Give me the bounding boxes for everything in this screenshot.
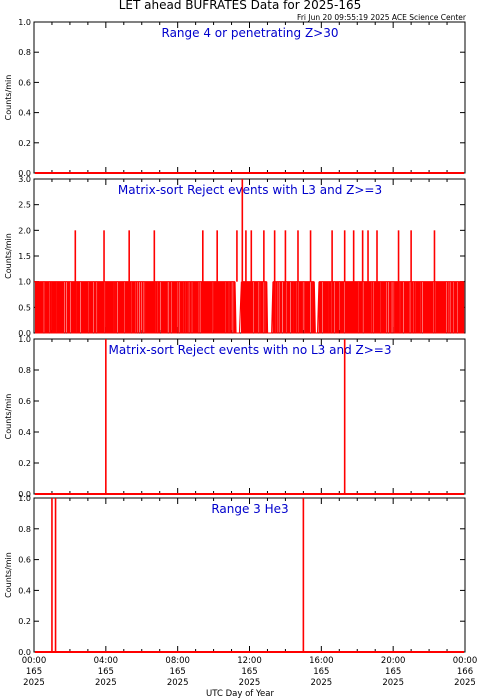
y-tick-label: 3.0 [18,175,31,184]
y-axis-label: Counts/min [4,75,13,121]
x-tick-year: 2025 [311,678,333,688]
panel-title: Matrix-sort Reject events with L3 and Z>… [118,183,382,197]
panel-title: Range 3 He3 [211,502,288,516]
x-tick-time: 12:00 [237,656,262,666]
y-axis-label: Counts/min [4,233,13,279]
figure-title: LET ahead BUFRATES Data for 2025-165 [119,0,361,12]
x-tick-time: 00:00 [453,656,478,666]
x-tick-year: 2025 [95,678,117,688]
x-tick-time: 04:00 [94,656,119,666]
y-tick-label: 0.4 [18,428,31,437]
x-tick-time: 16:00 [309,656,334,666]
y-tick-label: 1.0 [18,335,31,344]
chart-panel-3: 0.0 0.2 0.4 0.6 0.8 1.0 Counts/min Matrix-sort … [4,335,466,499]
panel-title: Matrix-sort Reject events with no L3 and… [109,343,392,357]
x-tick-day: 165 [98,667,114,677]
y-tick-label: 0.0 [18,490,31,499]
x-tick-year: 2025 [239,678,261,688]
y-tick-label: 0.0 [18,169,31,178]
y-axis-label: Counts/min [4,394,13,440]
x-tick-year: 2025 [23,678,45,688]
y-tick-label: 0.6 [18,78,31,87]
x-tick-day: 166 [457,667,473,677]
data-series [35,339,464,495]
y-tick-label: 0.4 [18,109,31,118]
data-series [35,498,464,653]
x-tick-time: 20:00 [381,656,406,666]
y-tick-label: 0.2 [18,139,31,148]
y-tick-label: 1.0 [18,494,31,503]
x-tick-year: 2025 [382,678,404,688]
x-tick-year: 2025 [167,678,189,688]
x-tick-time: 08:00 [165,656,190,666]
y-tick-label: 1.0 [18,278,31,287]
data-series [34,179,465,334]
chart-panel-4: 0.0 0.2 0.4 0.6 0.8 1.0 Counts/min Range 3 He3 [4,494,466,657]
y-tick-label: 2.5 [18,201,31,210]
y-tick-label: 1.5 [18,252,31,261]
y-tick-label: 0.5 [18,303,31,312]
x-tick-time: 00:00 [22,656,47,666]
y-tick-label: 1.0 [18,18,31,27]
y-tick-label: 0.8 [18,366,31,375]
y-tick-label: 2.0 [18,226,31,235]
y-tick-label: 0.0 [18,648,31,657]
x-tick-day: 165 [313,667,329,677]
panel-frame [33,497,466,653]
x-tick-day: 165 [170,667,186,677]
panel-frame [33,21,466,174]
panel-title: Range 4 or penetrating Z>30 [162,26,339,40]
chart-panel-2: 0.0 0.5 1.0 1.5 2.0 2.5 3.0 Counts/min Matrix-so… [4,175,466,338]
y-tick-label: 0.8 [18,48,31,57]
y-tick-label: 0.6 [18,397,31,406]
x-tick-day: 165 [26,667,42,677]
y-tick-label: 0.0 [18,329,31,338]
chart-panel-1: 0.0 0.2 0.4 0.6 0.8 1.0 Counts/min Range 4 or p… [4,18,466,178]
x-axis: 00:00165202504:00165202508:00165202512:0… [22,656,478,688]
y-tick-label: 0.2 [18,459,31,468]
y-tick-label: 0.4 [18,586,31,595]
panels: 0.0 0.2 0.4 0.6 0.8 1.0 Counts/min Range 4 or p… [4,18,466,657]
data-trace [34,281,465,334]
timestamp: Fri Jun 20 09:55:19 2025 ACE Science Cen… [297,13,467,22]
y-axis-label: Counts/min [4,552,13,598]
panel-frame [33,338,466,495]
x-axis-title: UTC Day of Year [206,689,274,699]
y-tick-label: 0.6 [18,556,31,565]
x-tick-year: 2025 [454,678,476,688]
x-tick-day: 165 [385,667,401,677]
y-tick-label: 0.2 [18,617,31,626]
y-tick-label: 0.8 [18,525,31,534]
x-tick-day: 165 [241,667,257,677]
